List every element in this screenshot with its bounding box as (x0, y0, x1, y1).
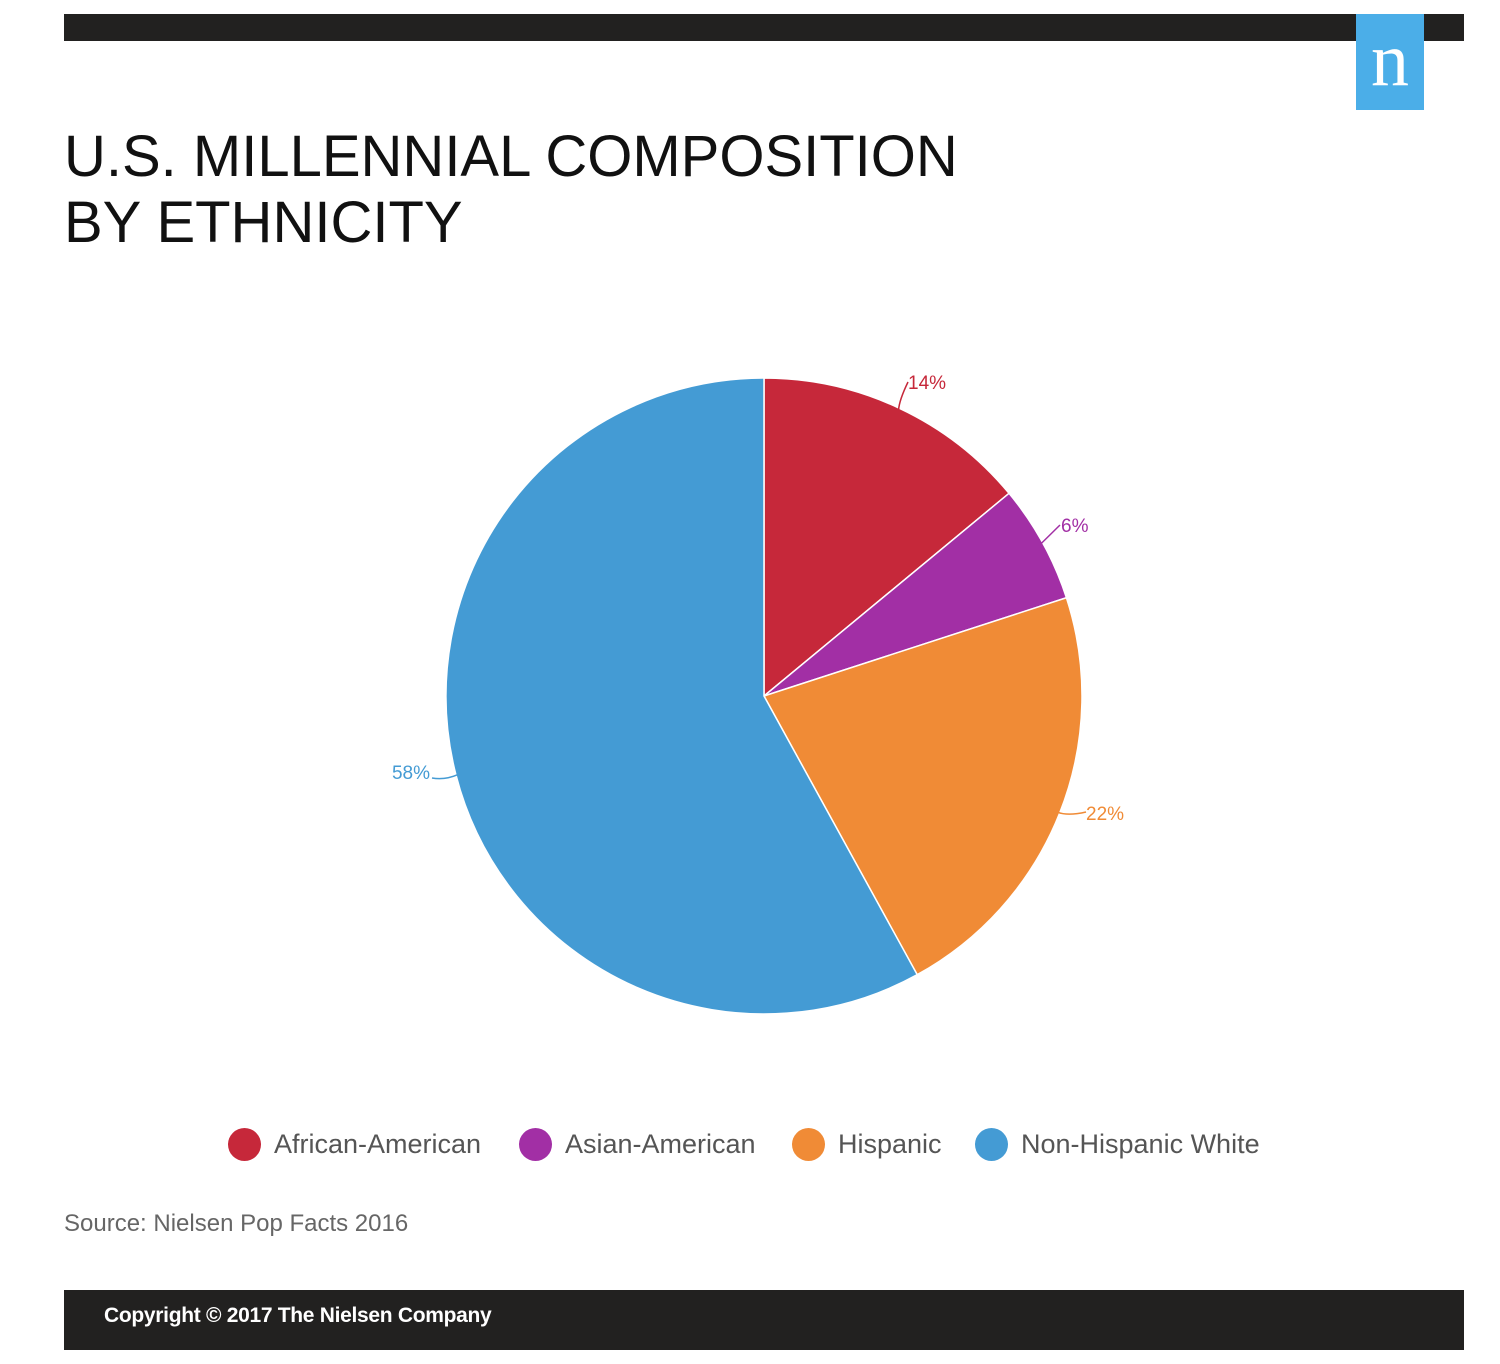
top-bar (64, 14, 1464, 41)
chart-title: U.S. MILLENNIAL COMPOSITION BY ETHNICITY (64, 124, 1064, 256)
legend-label-asian-american: Asian-American (565, 1128, 756, 1159)
legend-label-african-american: African-American (274, 1128, 482, 1159)
source-note: Source: Nielsen Pop Facts 2016 (64, 1210, 409, 1237)
leader-line-asian-american (1040, 524, 1061, 545)
chart-legend: African-American Asian-American Hispanic… (0, 1122, 1500, 1166)
copyright-text: Copyright © 2017 The Nielsen Company (104, 1304, 492, 1327)
legend-item-non-hispanic-white[interactable]: Non-Hispanic White (975, 1122, 1260, 1166)
leader-line-non-hispanic-white (431, 773, 459, 780)
legend-label-non-hispanic-white: Non-Hispanic White (1021, 1128, 1260, 1159)
data-label-non-hispanic-white: 58% (392, 763, 430, 784)
legend-swatch-hispanic (792, 1127, 825, 1161)
chart-title-line-1: U.S. MILLENNIAL COMPOSITION (64, 124, 958, 189)
pie-data-labels: 14% 6% 22% 58% (392, 373, 1124, 825)
pie-slices (445, 377, 1083, 1015)
legend-item-hispanic[interactable]: Hispanic (792, 1122, 942, 1166)
legend-item-asian-american[interactable]: Asian-American (519, 1122, 756, 1166)
data-label-african-american: 14% (908, 373, 946, 394)
leader-line-hispanic (1057, 811, 1087, 815)
data-label-hispanic: 22% (1086, 804, 1124, 825)
chart-title-line-2: BY ETHNICITY (64, 190, 463, 255)
legend-swatch-non-hispanic-white (975, 1127, 1008, 1161)
footer-bar: Copyright © 2017 The Nielsen Company (64, 1290, 1464, 1350)
data-label-asian-american: 6% (1061, 516, 1089, 537)
leader-line-african-american (897, 381, 909, 411)
legend-item-african-american[interactable]: African-American (228, 1122, 481, 1166)
legend-swatch-african-american (228, 1127, 261, 1161)
legend-label-hispanic: Hispanic (838, 1128, 942, 1159)
nielsen-logo: n (1356, 14, 1424, 110)
legend-swatch-asian-american (519, 1127, 552, 1161)
